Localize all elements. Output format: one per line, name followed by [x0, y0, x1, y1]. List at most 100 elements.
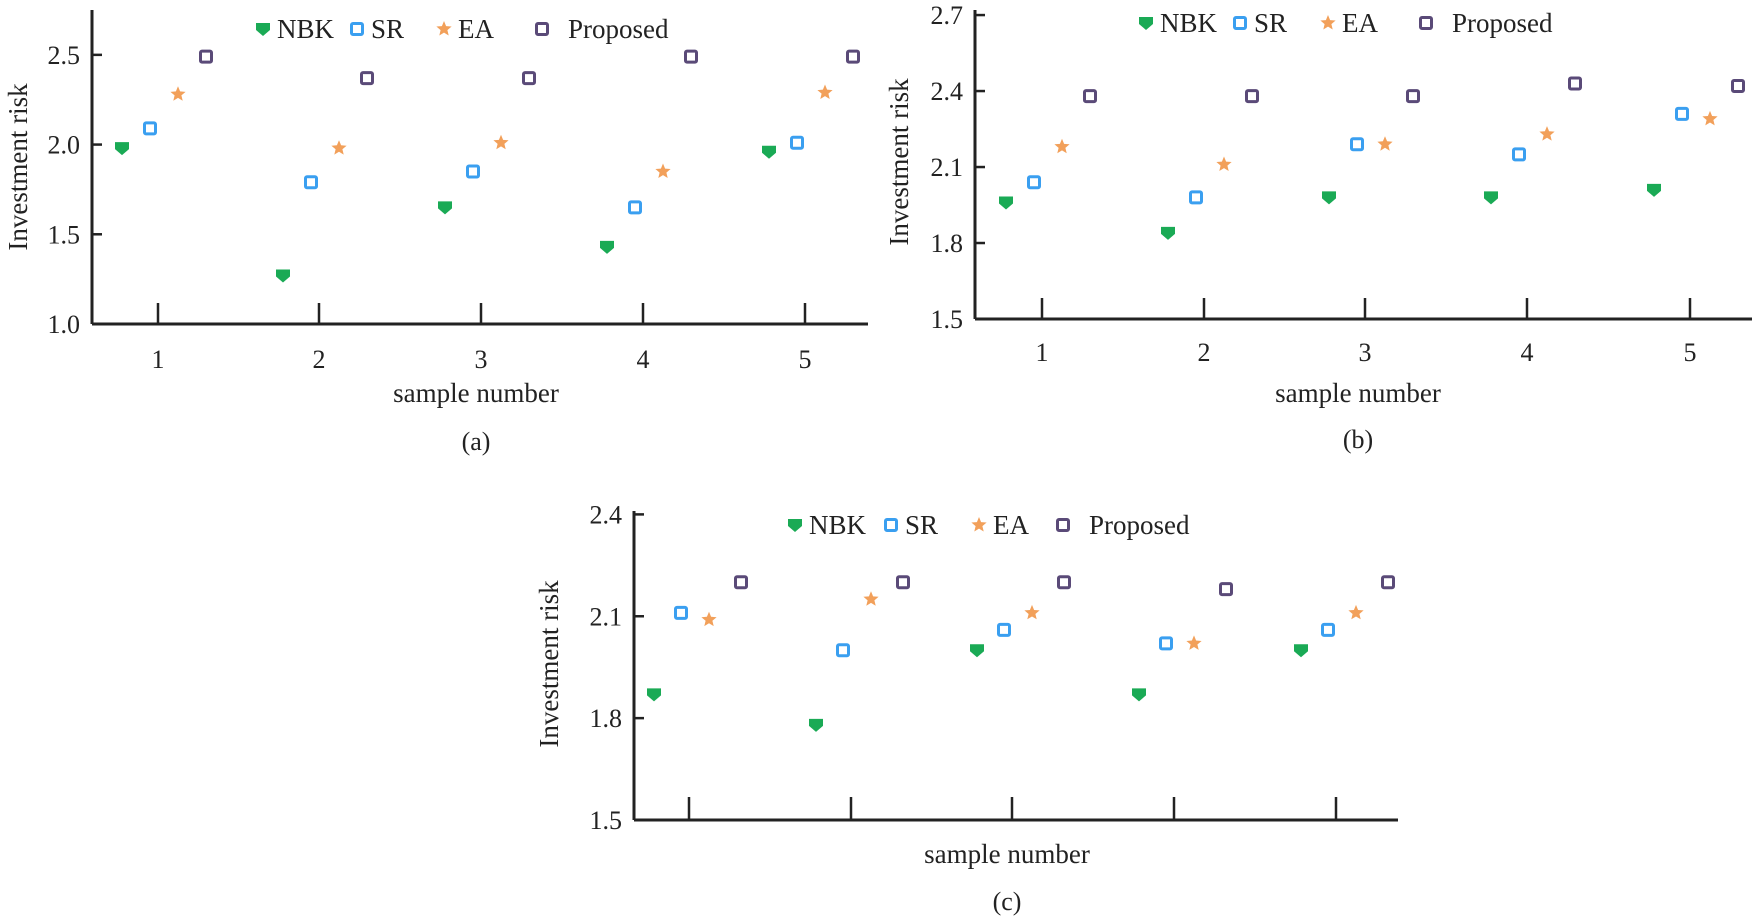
data-point-ea: [655, 163, 671, 178]
panel-label: (b): [1343, 425, 1373, 454]
y-tick-label: 1.0: [48, 310, 81, 339]
data-point-sr: [1189, 190, 1203, 205]
data-point-ea: [1702, 110, 1718, 126]
data-point-proposed: [1381, 575, 1395, 590]
legend-marker-nbk: [256, 23, 270, 36]
y-tick-label: 2.5: [48, 41, 81, 70]
data-point-sr: [1321, 622, 1335, 637]
data-point-proposed: [1245, 89, 1259, 104]
data-point-ea: [170, 86, 186, 101]
y-tick-label: 1.8: [590, 704, 623, 733]
data-point-sr: [628, 200, 642, 215]
data-point-sr: [1675, 106, 1689, 121]
x-tick-label: 2: [1198, 338, 1211, 367]
data-point-nbk: [1132, 688, 1146, 702]
data-point-proposed: [1057, 575, 1071, 590]
legend-marker-ea: [436, 21, 452, 36]
x-tick-label: 1: [152, 345, 165, 374]
data-point-proposed: [846, 49, 860, 64]
data-point-nbk: [762, 145, 776, 159]
data-point-ea: [1348, 604, 1364, 620]
y-tick-label: 2.4: [931, 77, 964, 106]
data-point-proposed: [1083, 89, 1097, 104]
legend-marker-ea: [1320, 15, 1336, 30]
data-point-ea: [1054, 138, 1070, 154]
data-point-proposed: [734, 575, 748, 590]
data-point-sr: [304, 175, 318, 190]
data-point-ea: [493, 134, 509, 150]
legend-label-sr: SR: [371, 14, 404, 44]
data-point-nbk: [115, 142, 129, 156]
panel-label: (a): [462, 427, 491, 456]
legend-marker-sr: [350, 22, 364, 36]
data-point-proposed: [1406, 89, 1420, 104]
x-tick-label: 3: [475, 345, 488, 374]
y-tick-label: 1.5: [590, 806, 623, 835]
data-point-nbk: [970, 644, 984, 658]
legend-marker-ea: [971, 517, 987, 532]
data-point-proposed: [896, 575, 910, 590]
y-axis-label: Investment risk: [884, 78, 914, 246]
data-point-ea: [863, 591, 879, 606]
data-point-nbk: [600, 240, 614, 254]
legend-label-sr: SR: [905, 510, 938, 540]
data-point-ea: [817, 84, 833, 99]
y-tick-label: 2.1: [590, 602, 623, 631]
legend-marker-nbk: [1139, 17, 1153, 30]
data-point-proposed: [1568, 76, 1582, 91]
legend-label-nbk: NBK: [277, 14, 335, 44]
x-axis-label: sample number: [1275, 378, 1441, 408]
data-point-proposed: [684, 49, 698, 64]
data-point-sr: [466, 164, 480, 179]
legend-label-nbk: NBK: [1160, 8, 1218, 38]
data-point-ea: [701, 611, 717, 627]
chart-panel-1: 1.0 1.5 2.0 2.5 1 2 3 4 5 sample number Investment…: [3, 10, 868, 456]
x-axis-label: sample number: [393, 378, 559, 408]
y-axis-label: Investment risk: [534, 580, 564, 748]
legend-label-ea: EA: [1342, 8, 1378, 38]
data-point-proposed: [1219, 582, 1233, 597]
data-point-nbk: [1161, 226, 1175, 240]
legend-marker-sr: [1233, 16, 1247, 30]
y-tick-label: 1.5: [931, 305, 964, 334]
legend-label-ea: EA: [458, 14, 494, 44]
legend: NBK SR EA Proposed: [788, 510, 1190, 540]
data-point-sr: [674, 605, 688, 620]
y-tick-label: 1.8: [931, 229, 964, 258]
legend-marker-nbk: [788, 519, 802, 532]
y-tick-label: 2.1: [931, 153, 964, 182]
data-point-nbk: [276, 269, 290, 283]
legend-marker-proposed: [1056, 518, 1070, 532]
chart-panel-3: 1.5 1.8 2.1 2.4 sample number Investment risk…: [534, 500, 1398, 916]
data-point-ea: [1186, 635, 1202, 650]
data-point-sr: [1027, 175, 1041, 190]
data-point-nbk: [438, 201, 452, 215]
legend-label-proposed: Proposed: [568, 14, 669, 44]
panel-label: (c): [993, 887, 1022, 916]
data-point-sr: [1159, 636, 1173, 651]
x-tick-label: 5: [799, 345, 812, 374]
x-tick-label: 3: [1359, 338, 1372, 367]
x-axis-label: sample number: [924, 839, 1090, 869]
data-point-sr: [997, 622, 1011, 637]
y-tick-label: 1.5: [48, 220, 81, 249]
y-tick-label: 2.4: [590, 500, 623, 529]
legend: NBK SR EA Proposed: [1139, 8, 1553, 38]
legend-label-nbk: NBK: [809, 510, 867, 540]
data-point-proposed: [360, 71, 374, 86]
data-point-sr: [1350, 137, 1364, 152]
x-tick-label: 4: [637, 345, 650, 374]
x-tick-label: 1: [1036, 338, 1049, 367]
chart-panel-2: 1.5 1.8 2.1 2.4 2.7 1 2 3 4 5 sample number Investm…: [884, 1, 1752, 454]
data-point-nbk: [999, 196, 1013, 210]
data-point-nbk: [647, 688, 661, 702]
data-point-sr: [836, 643, 850, 658]
legend-label-sr: SR: [1254, 8, 1287, 38]
legend-marker-sr: [884, 518, 898, 532]
legend-label-proposed: Proposed: [1089, 510, 1190, 540]
data-point-sr: [790, 135, 804, 150]
data-point-ea: [331, 140, 347, 155]
x-tick-label: 2: [313, 345, 326, 374]
legend-marker-proposed: [535, 22, 549, 36]
